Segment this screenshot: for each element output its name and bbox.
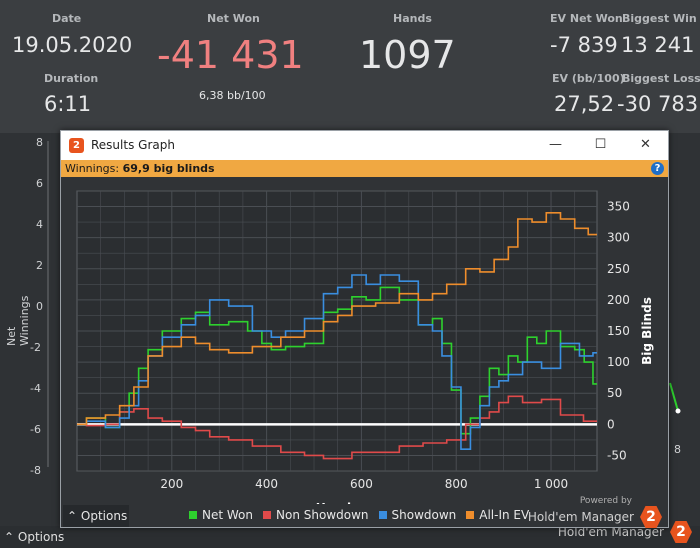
options-label: Options <box>80 509 128 523</box>
x-tick-label: 600 <box>350 477 373 491</box>
background-y-tick: -6 <box>30 423 41 436</box>
background-chart-svg <box>47 141 681 467</box>
ev-net-won-label: EV Net Won <box>550 12 623 25</box>
hem-logo-icon: 2 <box>670 521 692 543</box>
net-won-value: -41 431 <box>157 33 304 77</box>
hands-label: Hands <box>393 12 432 25</box>
legend-item[interactable]: All-In EV <box>466 508 529 522</box>
options-button[interactable]: ⌃ Options <box>63 505 129 527</box>
series-line-all-in-ev <box>77 211 597 426</box>
background-y-tick: 0 <box>36 300 43 313</box>
background-y-tick: -8 <box>30 464 41 477</box>
background-options-label: Options <box>17 530 65 544</box>
background-y-tick: 6 <box>36 177 43 190</box>
x-tick-label: 200 <box>160 477 183 491</box>
x-tick-label: 800 <box>445 477 468 491</box>
net-won-bb100: 6,38 bb/100 <box>199 89 266 102</box>
y-tick-label: 300 <box>607 231 630 245</box>
biggest-win-value: 13 241 <box>621 33 695 57</box>
close-button[interactable]: ✕ <box>640 137 651 152</box>
background-y-tick: -2 <box>30 341 41 354</box>
legend-swatch <box>378 511 387 519</box>
background-x-tick: 8 <box>674 443 681 456</box>
legend-label: Net Won <box>202 508 253 522</box>
chevron-up-icon: ⌃ <box>67 509 78 523</box>
background-y-tick: 2 <box>36 259 43 272</box>
background-y-tick: -4 <box>30 382 41 395</box>
y-tick-label: 50 <box>607 386 622 400</box>
series-line-non-showdown <box>77 395 597 460</box>
session-stats-panel: Date 19.05.2020 Duration 6:11 Net Won -4… <box>0 0 700 133</box>
background-series-point <box>675 408 681 414</box>
winnings-banner: Winnings: 69,9 big blinds ? <box>61 160 668 177</box>
x-tick-label: 400 <box>255 477 278 491</box>
powered-by-label: Powered by <box>579 496 632 506</box>
y-tick-label: 200 <box>607 293 630 307</box>
legend-label: Showdown <box>391 508 457 522</box>
chart-legend: Net Won Non Showdown Showdown All-In EV <box>189 508 529 522</box>
biggest-loss-label: Biggest Loss <box>622 72 700 85</box>
y-tick-label: 100 <box>607 355 630 369</box>
biggest-win-label: Biggest Win <box>622 12 697 25</box>
results-graph-window: 2 Results Graph — ☐ ✕ Winnings: 69,9 big… <box>60 130 669 528</box>
y-tick-label: 150 <box>607 324 630 338</box>
date-value: 19.05.2020 <box>12 33 133 57</box>
winnings-value: 69,9 big blinds <box>122 162 215 175</box>
ev-bb100-value: 27,52 <box>554 92 615 116</box>
chevron-up-icon: ⌃ <box>4 530 15 544</box>
background-options-button[interactable]: ⌃ Options <box>0 526 70 548</box>
legend-swatch <box>189 511 197 519</box>
legend-swatch <box>263 511 271 519</box>
help-icon[interactable]: ? <box>651 162 664 175</box>
window-title: Results Graph <box>91 138 175 152</box>
x-axis-title: Hands <box>316 501 358 504</box>
net-won-label: Net Won <box>207 12 260 25</box>
ev-bb100-label: EV (bb/100) <box>552 72 625 85</box>
y-axis-title: Big Blinds <box>640 297 654 365</box>
background-series-line <box>669 382 679 412</box>
y-tick-label: -50 <box>607 448 627 462</box>
maximize-button[interactable]: ☐ <box>594 137 607 152</box>
legend-item[interactable]: Non Showdown <box>263 508 369 522</box>
duration-label: Duration <box>44 72 99 85</box>
window-titlebar[interactable]: 2 Results Graph — ☐ ✕ <box>61 131 668 160</box>
background-brand: Hold'em Manager 2 <box>558 518 692 546</box>
duration-value: 6:11 <box>44 92 92 116</box>
legend-label: All-In EV <box>479 508 530 522</box>
x-tick-label: 1 000 <box>534 477 568 491</box>
powered-brand-label: Hold'em Manager <box>527 510 634 524</box>
background-y-title: Net Winnings <box>5 295 31 346</box>
legend-swatch <box>466 511 475 519</box>
background-y-tick: 4 <box>36 218 43 231</box>
ev-net-won-value: -7 839 <box>550 33 618 57</box>
y-tick-label: 0 <box>607 417 615 431</box>
winnings-label: Winnings: <box>65 162 120 175</box>
legend-label: Non Showdown <box>276 508 369 522</box>
y-tick-label: 350 <box>607 200 630 214</box>
biggest-loss-value: -30 783 <box>617 92 699 116</box>
hem-logo-icon: 2 <box>640 506 662 528</box>
minimize-button[interactable]: — <box>549 137 562 152</box>
powered-by: Powered by Hold'em Manager 2 <box>528 496 662 528</box>
legend-item[interactable]: Showdown <box>378 508 457 522</box>
background-y-tick: 8 <box>36 136 43 149</box>
background-brand-label: Hold'em Manager <box>557 525 664 539</box>
hands-value: 1097 <box>359 33 456 77</box>
background-bottom-bar <box>0 526 700 548</box>
date-label: Date <box>52 12 82 25</box>
y-tick-label: 250 <box>607 262 630 276</box>
legend-item[interactable]: Net Won <box>189 508 253 522</box>
app-logo-icon: 2 <box>69 138 84 153</box>
results-chart: 200 400 600 800 1 000 -50 0 50 100 150 200 250 300 35… <box>76 190 654 504</box>
